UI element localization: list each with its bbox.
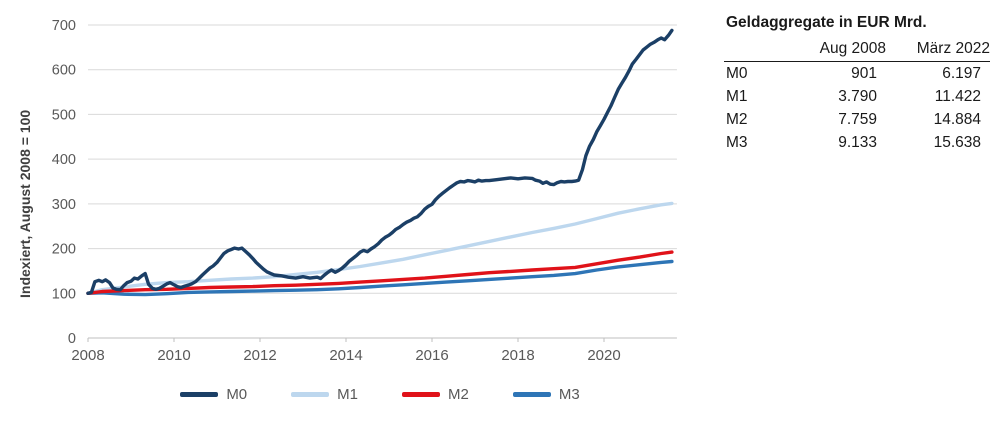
row-label: M2	[726, 110, 748, 128]
series-line-M1	[86, 201, 674, 295]
legend-swatch-M1	[291, 392, 330, 397]
table-header-aug-2008: Aug 2008	[819, 40, 886, 57]
table-row-M2: M2 7.759 14.884	[724, 108, 990, 131]
table-title: Geldaggregate in EUR Mrd.	[726, 14, 927, 31]
legend-label: M3	[558, 386, 580, 403]
y-tick-label-200: 200	[52, 242, 76, 258]
table-row-M1: M1 3.790 11.422	[724, 85, 990, 108]
y-axis-title: Indexiert, August 2008 = 100	[17, 110, 33, 298]
legend-item-M0: M0	[180, 386, 247, 403]
x-tick-label-2012: 2012	[243, 347, 276, 364]
cell-maerz-2022: 14.884	[933, 110, 981, 128]
chart-svg: 0 100 200 300 400 500 600 700 2008 2010 2012 2014 20…	[17, 18, 677, 364]
row-label: M3	[726, 133, 748, 151]
aggregates-table: Geldaggregate in EUR Mrd. Aug 2008 März …	[724, 14, 990, 154]
cell-aug-2008: 9.133	[838, 133, 877, 151]
cell-maerz-2022: 15.638	[933, 133, 981, 151]
x-tick-label-2016: 2016	[415, 347, 448, 364]
y-tick-label-300: 300	[52, 197, 76, 213]
cell-maerz-2022: 6.197	[942, 64, 981, 82]
x-tick-label-2008: 2008	[71, 347, 104, 364]
legend-item-M3: M3	[512, 386, 580, 403]
legend-item-M1: M1	[291, 386, 358, 403]
chart-legend: M0 M1 M2 M3	[88, 386, 672, 403]
cell-maerz-2022: 11.422	[934, 87, 981, 105]
table-row-M3: M3 9.133 15.638	[724, 131, 990, 154]
row-label: M0	[726, 64, 748, 82]
x-tick-label-2010: 2010	[157, 347, 190, 364]
cell-aug-2008: 3.790	[838, 87, 877, 105]
series-lines	[86, 28, 674, 297]
gridlines	[88, 24, 677, 294]
axes	[87, 337, 677, 342]
y-tick-label-600: 600	[52, 63, 76, 79]
legend-item-M2: M2	[402, 386, 469, 403]
x-tick-label-2014: 2014	[329, 347, 362, 364]
series-line-M3	[86, 259, 674, 297]
x-tick-label-2018: 2018	[501, 347, 534, 364]
y-tick-label-500: 500	[52, 107, 76, 123]
row-label: M1	[726, 87, 748, 105]
y-tick-label-0: 0	[68, 331, 76, 347]
cell-aug-2008: 901	[851, 64, 877, 82]
x-tick-label-2020: 2020	[587, 347, 620, 364]
legend-label: M0	[226, 386, 248, 403]
line-chart: 0 100 200 300 400 500 600 700 2008 2010 2012 2014 20…	[17, 18, 677, 364]
table-header-maerz-2022: März 2022	[916, 40, 990, 57]
legend-swatch-M2	[402, 392, 440, 397]
table-body: M0 901 6.197 M1 3.790 11.422 M2 7.759 14.884 M3 9.…	[724, 62, 990, 154]
tick-labels: 0 100 200 300 400 500 600 700 2008 2010 2012 2014 20…	[52, 18, 621, 364]
y-tick-label-700: 700	[52, 18, 76, 34]
legend-label: M1	[337, 386, 358, 403]
legend-label: M2	[448, 386, 469, 403]
legend-swatch-M3	[512, 392, 551, 397]
series-line-M0	[86, 28, 674, 295]
cell-aug-2008: 7.759	[838, 110, 877, 128]
table-header-row: Aug 2008 März 2022	[724, 37, 990, 62]
table-row-M0: M0 901 6.197	[724, 62, 990, 85]
y-tick-label-400: 400	[52, 152, 76, 168]
y-tick-label-100: 100	[52, 286, 76, 302]
legend-swatch-M0	[180, 392, 219, 397]
